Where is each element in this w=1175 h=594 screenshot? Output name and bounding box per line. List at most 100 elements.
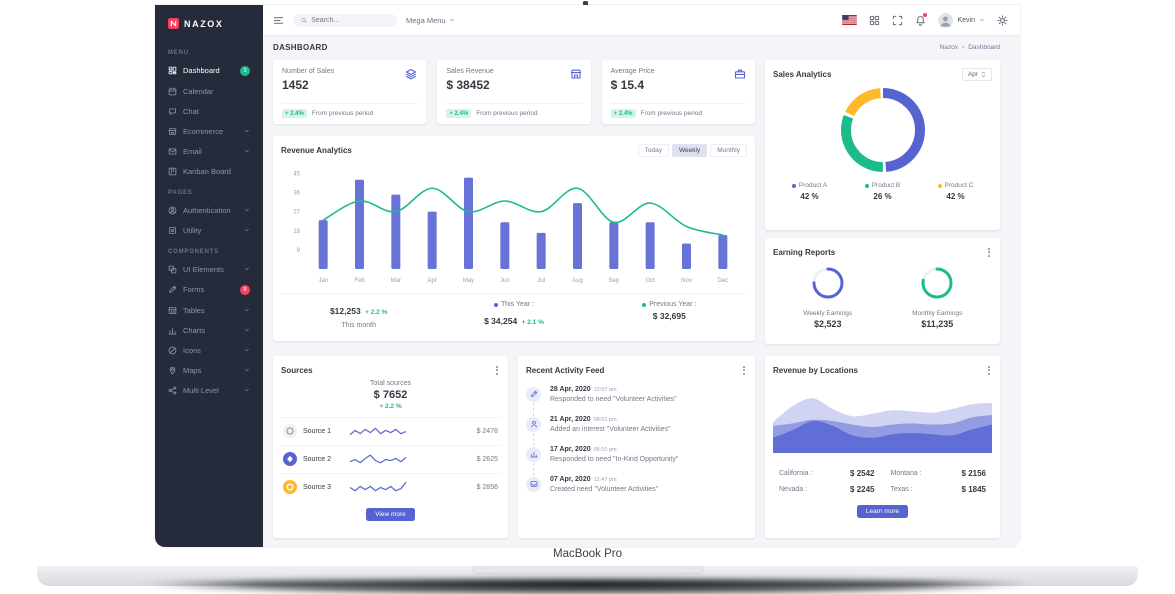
- svg-text:9: 9: [297, 248, 301, 254]
- revenue-period-tabs: Today Weekly Monthly: [637, 144, 747, 157]
- location-label: Montana :: [890, 470, 922, 478]
- activity-feed-card: Recent Activity Feed 28 Apr, 2020 12:07 a…: [518, 356, 755, 538]
- view-more-button[interactable]: View more: [366, 507, 415, 521]
- chevron-down-icon: [244, 367, 250, 373]
- svg-text:Aug: Aug: [572, 278, 583, 284]
- sidebar-item-authentication[interactable]: Authentication: [155, 200, 263, 220]
- this-year-value: $ 34,254: [484, 316, 518, 326]
- app-window: NAZOX MENU Dashboard 3 Calendar Chat Ecommerc…: [155, 5, 1020, 547]
- card-menu-icon[interactable]: [986, 364, 992, 377]
- menu-toggle-icon[interactable]: [273, 15, 284, 26]
- location-value: $ 2156: [961, 469, 986, 479]
- sidebar-item-ecommerce[interactable]: Ecommerce: [155, 121, 263, 141]
- card-menu-icon[interactable]: [986, 246, 992, 259]
- brand-logo[interactable]: NAZOX: [155, 11, 263, 41]
- sidebar-section-label: COMPONENTS: [168, 249, 220, 255]
- chevron-down-icon: [244, 266, 250, 272]
- learn-more-button[interactable]: Learn more: [856, 504, 909, 518]
- feed-item: 21 Apr, 2020 08:01 pm Added an interest "V…: [526, 416, 747, 446]
- source-row-source-2[interactable]: Source 2 $ 2625: [281, 444, 500, 473]
- source-row-source-1[interactable]: Source 1 $ 2478: [281, 416, 500, 445]
- tab-weekly[interactable]: Weekly: [672, 144, 708, 157]
- sources-total-value: $ 7652: [373, 388, 408, 401]
- mega-menu-label: Mega Menu: [406, 15, 446, 25]
- sidebar-item-calendar[interactable]: Calendar: [155, 81, 263, 101]
- chevron-down-icon: [244, 307, 250, 313]
- breadcrumb-root[interactable]: Nazox: [939, 44, 959, 51]
- card-menu-icon[interactable]: [494, 364, 500, 377]
- mega-menu-button[interactable]: Mega Menu: [406, 16, 455, 25]
- sidebar-item-multi-level[interactable]: Multi Level: [155, 380, 263, 400]
- svg-text:Sep: Sep: [608, 278, 619, 284]
- this-year-delta: + 2.1 %: [521, 319, 544, 326]
- settings-gear-icon[interactable]: [997, 14, 1008, 26]
- revenue-analytics-footer: $12,253 + 2.2 % This month This Year : $…: [281, 293, 747, 329]
- source-row-source-3[interactable]: Source 3 $ 2856: [281, 472, 500, 501]
- stat-note: From previous period: [476, 110, 538, 117]
- month-delta: + 2.2 %: [365, 309, 388, 316]
- legend-item-product-c: Product C 42 %: [919, 182, 992, 201]
- sidebar-item-label: Authentication: [183, 205, 231, 215]
- feed-item: 28 Apr, 2020 12:07 am Responded to need "V…: [526, 386, 747, 416]
- language-flag-icon[interactable]: [842, 15, 858, 25]
- sidebar-item-utility[interactable]: Utility: [155, 220, 263, 240]
- feed-time: 12:47 pm: [593, 476, 617, 483]
- chevron-down-icon: [979, 17, 985, 23]
- stat-delta-badge: + 2.4%: [610, 109, 636, 118]
- layers-icon: [405, 68, 417, 80]
- sidebar-item-label: Calendar: [183, 86, 214, 96]
- stat-cards-row: Number of Sales 1452 + 2.4% From previous p…: [273, 60, 755, 124]
- stat-card-value: $ 15.4: [610, 78, 645, 92]
- sidebar-item-email[interactable]: Email: [155, 141, 263, 161]
- sidebar-item-dashboard[interactable]: Dashboard 3: [155, 60, 263, 81]
- card-menu-icon[interactable]: [741, 364, 747, 377]
- svg-text:Apr: Apr: [427, 278, 436, 284]
- apps-grid-icon[interactable]: [869, 15, 880, 26]
- source-name: Source 2: [303, 455, 332, 463]
- sources-title: Sources: [281, 365, 313, 375]
- source-sparkline-chart: [349, 423, 407, 439]
- sidebar-item-chat[interactable]: Chat: [155, 101, 263, 121]
- sidebar-item-forms[interactable]: Forms 8: [155, 279, 263, 300]
- feed-text: Created need "Volunteer Activities": [550, 485, 659, 493]
- dashboard-icon: [168, 66, 177, 75]
- sidebar-item-ui-elements[interactable]: UI Elements: [155, 259, 263, 279]
- prev-year-value: $ 32,695: [652, 311, 686, 321]
- chevron-down-icon: [244, 347, 250, 353]
- sidebar-item-label: Tables: [183, 305, 205, 315]
- month-value: $12,253: [329, 306, 361, 316]
- user-menu[interactable]: Kevin: [938, 12, 985, 28]
- laptop-shadow: [45, 579, 1130, 594]
- search-input[interactable]: [311, 16, 389, 24]
- stat-note: From previous period: [640, 110, 702, 117]
- sidebar-badge: 8: [240, 284, 250, 295]
- sidebar-item-charts[interactable]: Charts: [155, 320, 263, 340]
- user-icon: [526, 416, 541, 432]
- sidebar-item-kanban-board[interactable]: Kanban Board: [155, 161, 263, 181]
- period-select[interactable]: Apr: [961, 68, 992, 81]
- earning-label: Weekly Earnings: [803, 309, 853, 317]
- location-stat-montana: Montana : $ 2156: [891, 466, 987, 482]
- prev-year-dot: [642, 302, 647, 307]
- location-stat-california: California : $ 2542: [779, 466, 875, 482]
- svg-text:Dec: Dec: [717, 278, 728, 284]
- fullscreen-icon[interactable]: [892, 15, 903, 26]
- search-box[interactable]: [293, 13, 397, 27]
- feed-item: 17 Apr, 2020 05:10 pm Responded to need "I…: [526, 446, 747, 476]
- sidebar-item-tables[interactable]: Tables: [155, 300, 263, 320]
- topbar: Mega Menu Kevin: [263, 5, 1020, 35]
- tab-monthly[interactable]: Monthly: [710, 144, 747, 157]
- source-amount: $ 2625: [476, 455, 498, 463]
- svg-text:Mar: Mar: [391, 278, 401, 284]
- notifications-bell-icon[interactable]: [915, 13, 928, 26]
- sidebar-item-label: Multi Level: [183, 385, 219, 395]
- svg-text:Feb: Feb: [354, 278, 365, 284]
- sidebar: NAZOX MENU Dashboard 3 Calendar Chat Ecommerc…: [155, 5, 263, 547]
- utility-icon: [168, 226, 177, 235]
- calendar-icon: [168, 86, 177, 96]
- sidebar-item-maps[interactable]: Maps: [155, 360, 263, 380]
- sidebar-item-icons[interactable]: Icons: [155, 340, 263, 360]
- svg-text:Jun: Jun: [500, 278, 510, 284]
- stat-card-title: Average Price: [610, 68, 655, 75]
- tab-today[interactable]: Today: [637, 144, 670, 157]
